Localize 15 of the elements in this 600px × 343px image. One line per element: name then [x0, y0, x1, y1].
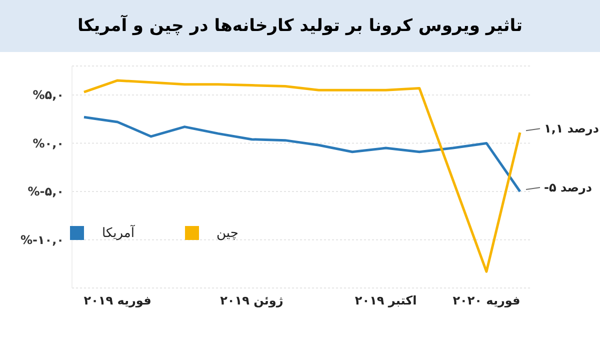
chart-title: تاثیر ویروس کرونا بر تولید کارخانه‌ها در چین و آمریکا	[77, 16, 523, 36]
data-label: -۵ درصد	[544, 180, 592, 194]
line-series	[82, 79, 522, 273]
x-tick-label: اکتبر ۲۰۱۹	[354, 294, 417, 308]
x-tick-label: فوریه ۲۰۱۹	[84, 294, 152, 308]
data-label: ۱,۱ درصد	[544, 122, 599, 136]
y-tick-label: %۵,۰	[32, 88, 64, 102]
y-tick-label: %-۵,۰	[28, 184, 64, 199]
x-tick-label: ژوئن ۲۰۱۹	[220, 294, 284, 308]
y-tick-label: %-۱۰,۰	[20, 233, 64, 247]
y-tick-label: %۰,۰	[32, 136, 64, 150]
x-tick-label: فوریه ۲۰۲۰	[452, 294, 520, 308]
legend-label: چین	[216, 226, 238, 241]
line-series	[82, 116, 522, 193]
legend-label: آمریکا	[102, 226, 135, 241]
